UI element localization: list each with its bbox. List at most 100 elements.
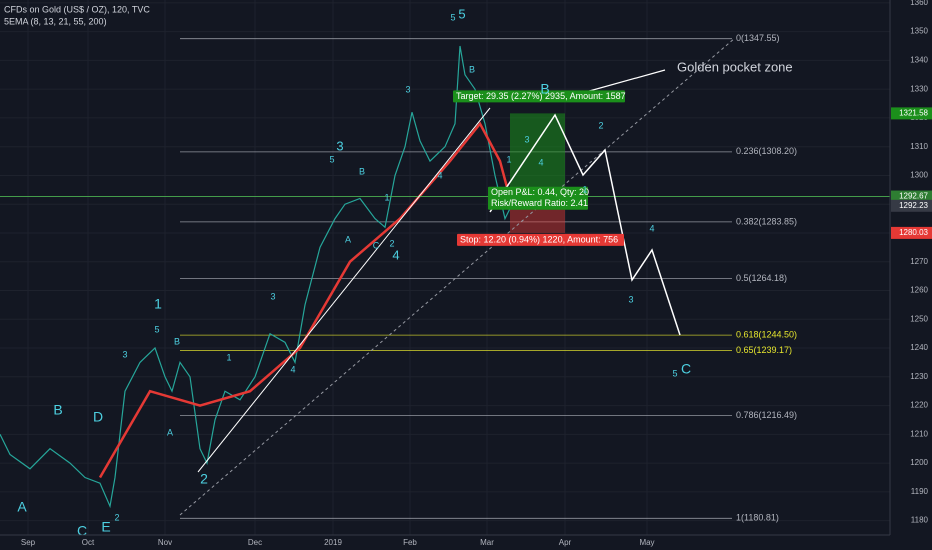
wave-label: 4: [649, 223, 654, 233]
wave-label: C: [373, 240, 380, 250]
wave-label: 5: [450, 12, 455, 22]
wave-label: 1: [384, 192, 389, 202]
wave-label: B: [53, 402, 62, 418]
wave-label: 3: [336, 138, 343, 153]
wave-label: 1: [506, 154, 511, 164]
indicator-label: 5EMA (8, 13, 21, 55, 200): [4, 16, 107, 26]
wave-label: 1: [154, 296, 162, 312]
wave-label: B: [540, 81, 549, 97]
wave-label: 3: [405, 84, 410, 94]
chart-title: CFDs on Gold (US$ / OZ), 120, TVC: [4, 4, 150, 14]
position-label: Open P&L: 0.44, Qty: 20: [491, 187, 589, 197]
y-tick-label: 1190: [911, 487, 929, 496]
wave-label: 1: [226, 352, 231, 362]
plot: 0(1347.55) 0.236(1308.20) 0.382(1283.85) 0.…: [0, 33, 890, 523]
x-tick-label: Sep: [21, 538, 36, 547]
wave-label: 2: [598, 120, 603, 130]
y-tick-label: 1180: [911, 516, 929, 525]
dashed-trendline: [179, 37, 736, 516]
y-tick-label: 1220: [910, 401, 928, 410]
fib-label: 0.236(1308.20): [736, 146, 797, 156]
wave-label: 5: [154, 324, 159, 334]
price-badge-label: 1321.58: [899, 108, 928, 117]
fib-label: 0.5(1264.18): [736, 273, 787, 283]
axes: 1180 1190 1200 1210 1220 1230 1240 1250 1260 1270…: [21, 0, 932, 547]
position-label-bg: [488, 197, 588, 210]
wave-label: 4: [437, 170, 442, 180]
ema-line: [98, 121, 512, 479]
trendline: [197, 107, 491, 473]
y-tick-label: 1310: [910, 142, 928, 151]
fib-label: 0(1347.55): [736, 33, 780, 43]
x-tick-label: Oct: [82, 538, 95, 547]
wave-label: 3: [628, 294, 633, 304]
price-badge-label: 1280.03: [899, 228, 928, 237]
y-tick-label: 1330: [910, 84, 928, 93]
wave-label: D: [93, 409, 103, 425]
position-label: Target: 29.35 (2.27%) 2935, Amount: 1587: [456, 91, 626, 101]
y-tick-label: 1270: [910, 257, 928, 266]
wave-label: B: [174, 336, 180, 346]
y-tick-label: 1210: [910, 429, 928, 438]
position-label: Stop: 12.20 (0.94%) 1220, Amount: 756: [460, 234, 618, 244]
wave-label: 4: [290, 364, 295, 374]
position-label-bg: [457, 233, 624, 246]
time-axis: [0, 535, 932, 550]
wave-label: 2: [389, 238, 394, 248]
price-badge: [891, 190, 932, 203]
wave-label: 5: [458, 6, 465, 21]
y-tick-label: 1200: [910, 458, 928, 467]
wave-label: B: [469, 64, 475, 74]
wave-label: 3: [270, 291, 275, 301]
wave-label: C: [77, 523, 87, 539]
position-label-bg: [453, 90, 625, 103]
x-tick-label: Nov: [158, 538, 172, 547]
x-tick-label: May: [639, 538, 654, 547]
x-tick-label: Apr: [559, 538, 572, 547]
wave-label: A: [345, 234, 351, 244]
wave-label: E: [101, 519, 110, 535]
position-label: Risk/Reward Ratio: 2.41: [491, 198, 588, 208]
price-badge: [891, 226, 932, 239]
wave-label: 1: [582, 184, 587, 194]
price-badge: [891, 107, 932, 120]
price-line: [0, 45, 516, 509]
x-tick-label: 2019: [324, 538, 342, 547]
y-tick-label: 1230: [910, 372, 928, 381]
overlay: Target: 29.35 (2.27%) 2935, Amount: 1587…: [17, 6, 691, 538]
wave-label: A: [17, 499, 27, 515]
wave-label: C: [681, 361, 691, 377]
fib-label: 0.786(1216.49): [736, 410, 797, 420]
wave-label: 4: [392, 247, 399, 262]
price-badge-label: 1292.23: [899, 201, 928, 210]
price-axis: [890, 0, 932, 535]
wave-label: 2: [114, 512, 119, 522]
projection-path: [489, 113, 681, 336]
y-tick-label: 1240: [910, 343, 928, 352]
y-tick-label: 1340: [910, 56, 928, 65]
y-tick-label: 1250: [910, 314, 928, 323]
price-badge: [891, 199, 932, 212]
y-tick-label: 1260: [910, 286, 928, 295]
wave-label: 3: [524, 134, 529, 144]
wave-label: 2: [200, 471, 208, 487]
y-tick-label: 1360: [910, 0, 928, 7]
annotation: Golden pocket zone: [677, 59, 793, 74]
y-tick-label: 1350: [910, 27, 928, 36]
x-tick-label: Dec: [248, 538, 262, 547]
wave-label: 5: [672, 368, 677, 378]
fib-label: 0.618(1244.50): [736, 329, 797, 339]
x-tick-label: Mar: [480, 538, 494, 547]
fib-label: 0.382(1283.85): [736, 216, 797, 226]
wave-label: 3: [122, 349, 127, 359]
target-zone: [510, 113, 565, 198]
wave-label: A: [167, 427, 173, 437]
wave-label: 4: [538, 157, 543, 167]
wave-label: 5: [329, 154, 334, 164]
y-tick-label: 1300: [910, 171, 928, 180]
position-label-bg: [488, 186, 588, 199]
fib-label: 0.65(1239.17): [736, 345, 792, 355]
price-badge-label: 1292.67: [899, 192, 928, 201]
